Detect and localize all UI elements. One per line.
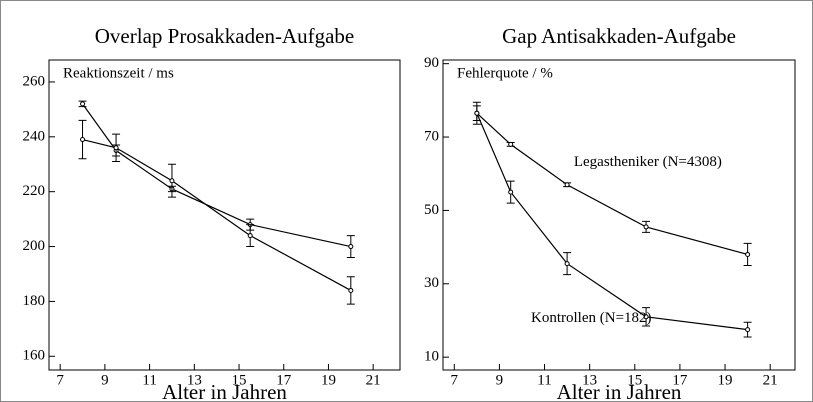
- x-tick-label: 15: [627, 372, 642, 388]
- chart-title: Overlap Prosakkaden-Aufgabe: [95, 24, 355, 48]
- x-tick-label: 9: [101, 372, 109, 388]
- x-tick-label: 7: [56, 372, 64, 388]
- data-point: [643, 224, 649, 230]
- data-point: [113, 145, 119, 151]
- x-tick-label: 11: [537, 372, 551, 388]
- series-line: [476, 112, 748, 256]
- x-axis-label: Alter in Jahren: [162, 380, 287, 402]
- series-label: Legastheniker (N=4308): [574, 154, 722, 170]
- data-point: [508, 189, 514, 195]
- y-axis-label: Fehlerquote / %: [457, 65, 553, 81]
- data-point: [745, 327, 751, 333]
- y-tick-label: 50: [424, 202, 439, 218]
- data-point: [474, 110, 480, 116]
- data-point: [508, 141, 514, 147]
- x-tick-label: 9: [496, 372, 504, 388]
- y-tick-label: 10: [424, 349, 439, 365]
- x-tick-label: 21: [763, 372, 778, 388]
- data-point: [247, 233, 253, 239]
- x-tick-label: 17: [672, 372, 688, 388]
- x-tick-label: 13: [582, 372, 597, 388]
- data-point: [564, 182, 570, 188]
- data-point: [564, 261, 570, 267]
- y-tick-label: 180: [23, 293, 46, 309]
- chart-title: Gap Antisakkaden-Aufgabe: [502, 24, 736, 48]
- data-point: [745, 251, 751, 257]
- x-tick-label: 21: [366, 372, 381, 388]
- data-point: [348, 244, 354, 250]
- y-tick-label: 240: [23, 128, 46, 144]
- data-point: [169, 178, 175, 184]
- x-tick-label: 7: [451, 372, 459, 388]
- x-tick-label: 17: [276, 372, 292, 388]
- x-tick-label: 11: [142, 372, 156, 388]
- plot-frame: [442, 59, 796, 371]
- data-point: [80, 137, 86, 143]
- plot-frame: [48, 59, 401, 371]
- y-axis-label: Reaktionszeit / ms: [63, 65, 174, 81]
- series-label: Kontrollen (N=182): [531, 310, 652, 326]
- y-tick-label: 260: [23, 73, 46, 89]
- y-tick-label: 30: [424, 275, 439, 291]
- series-line: [82, 103, 351, 248]
- y-tick-label: 160: [23, 348, 46, 364]
- series-line: [82, 138, 352, 291]
- data-point: [80, 101, 86, 107]
- x-tick-label: 19: [718, 372, 733, 388]
- data-point: [348, 287, 354, 293]
- x-tick-label: 15: [232, 372, 247, 388]
- y-tick-label: 220: [23, 183, 46, 199]
- x-tick-label: 19: [321, 372, 336, 388]
- series-line: [476, 112, 748, 331]
- x-axis-label: Alter in Jahren: [557, 380, 682, 402]
- y-tick-label: 200: [23, 238, 46, 254]
- y-tick-label: 70: [424, 128, 439, 144]
- y-tick-label: 90: [424, 55, 439, 71]
- data-point: [643, 314, 649, 320]
- x-tick-label: 13: [187, 372, 202, 388]
